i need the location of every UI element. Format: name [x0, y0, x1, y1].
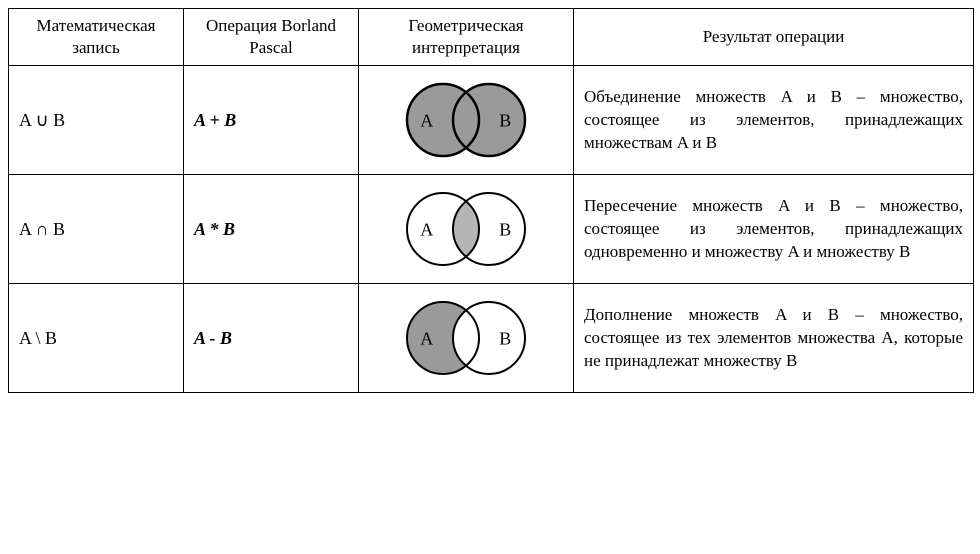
table-row: A \ BA - BABДополнение множеств A и B – … — [9, 284, 974, 393]
cell-op: A + B — [184, 66, 359, 175]
cell-result: Дополнение множеств A и B – множество, с… — [574, 284, 974, 393]
header-op: Операция Borland Pascal — [184, 9, 359, 66]
svg-text:A: A — [420, 219, 433, 239]
cell-math: A ∪ B — [9, 66, 184, 175]
cell-result: Объединение множеств A и B – множество, … — [574, 66, 974, 175]
cell-geom: AB — [359, 175, 574, 284]
header-geom: Геометрическая интерпретация — [359, 9, 574, 66]
cell-op: A * B — [184, 175, 359, 284]
cell-geom: AB — [359, 66, 574, 175]
set-operations-table: Математическая запись Операция Borland P… — [8, 8, 974, 393]
cell-op: A - B — [184, 284, 359, 393]
table-row: A ∩ BA * BABПересечение множеств A и B –… — [9, 175, 974, 284]
svg-text:B: B — [499, 219, 511, 239]
cell-math: A ∩ B — [9, 175, 184, 284]
cell-math: A \ B — [9, 284, 184, 393]
svg-text:B: B — [499, 328, 511, 348]
cell-geom: AB — [359, 284, 574, 393]
table-body: A ∪ BA + BABОбъединение множеств A и B –… — [9, 66, 974, 393]
table-header-row: Математическая запись Операция Borland P… — [9, 9, 974, 66]
svg-text:A: A — [420, 328, 433, 348]
header-math: Математическая запись — [9, 9, 184, 66]
venn-diagram-intersection: AB — [389, 183, 543, 275]
svg-text:B: B — [499, 110, 511, 130]
table-row: A ∪ BA + BABОбъединение множеств A и B –… — [9, 66, 974, 175]
venn-diagram-union: AB — [389, 74, 543, 166]
header-res: Результат операции — [574, 9, 974, 66]
venn-diagram-difference: AB — [389, 292, 543, 384]
cell-result: Пересечение множеств A и B – множество, … — [574, 175, 974, 284]
svg-text:A: A — [420, 110, 433, 130]
